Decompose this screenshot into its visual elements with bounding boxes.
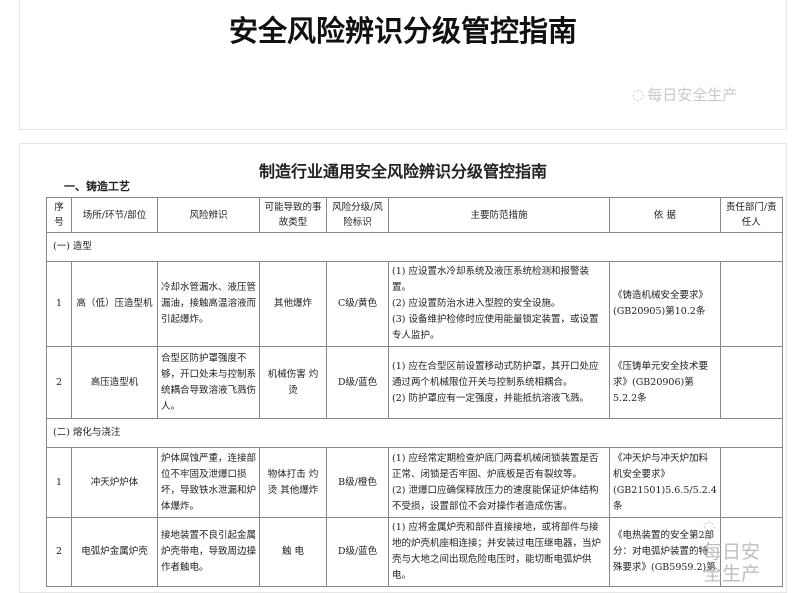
- watermark-text: 每日安全生产: [703, 541, 761, 585]
- group-row: (一) 造型: [46, 232, 783, 262]
- measure-item: (3) 设备维护检修时应使用能量锁定装置，或设置专人监护。: [392, 314, 599, 341]
- risk-table: 序号 场所/环节/部位 风险辨识 可能导致的事故类型 风险分级/风险标识 主要防范措施依 …: [46, 197, 783, 587]
- risk-cell: 合型区防护罩强度不够，开口处未与控制系统耦合导致溶液飞溅伤人。: [157, 346, 260, 419]
- place-cell: 电弧炉金属炉壳: [71, 517, 158, 587]
- measure-item: (1) 应设置水冷却系统及液压系统检测和报警装置。: [392, 266, 589, 293]
- measure-item: (2) 防护罩应有一定强度，并能抵抗溶液飞溅。: [392, 392, 589, 404]
- table-row: 2 高压造型机 合型区防护罩强度不够，开口处未与控制系统耦合导致溶液飞溅伤人。 机械伤…: [46, 346, 783, 419]
- measure-item: (1) 应在合型区前设置移动式防护罩，其开口处应通过两个机械限位开关与控制系统相…: [392, 360, 599, 388]
- measures-cell: (1) 应设置水冷却系统及液压系统检测和报警装置。 (2) 应设置防治水进入型腔的…: [388, 261, 610, 347]
- place-cell: 冲天炉炉体: [71, 447, 158, 518]
- header-image-card: 安全风险辨识分级管控指南 ◌ 每日安全生产: [19, 0, 787, 130]
- risk-cell: 接地装置不良引起金属炉壳带电，导致周边操作者触电。: [157, 517, 260, 587]
- table-row: 1 高（低）压造型机 冷却水管漏水、液压管漏油，接触高温溶液而引起爆炸。 其他爆炸 C级…: [46, 261, 783, 347]
- column-header: 风险辨识: [157, 197, 260, 233]
- section-heading: 一、铸造工艺: [64, 180, 130, 193]
- measures-cell: (1) 应将金属炉壳和部件直接接地，或将部件与接地的炉壳机座相连接；并安装过电压…: [388, 517, 610, 587]
- risk-level-cell: B级/橙色: [326, 447, 389, 518]
- measure-item: (2) 泄爆口应确保释放压力的速度能保证炉体结构不受损，设置部位不会对操作者造成…: [392, 484, 599, 512]
- risk-level-cell: C级/黄色: [326, 261, 389, 347]
- watermark-overlay: ◌ 每日安全生产: [703, 516, 763, 585]
- risk-level-cell: D级/蓝色: [326, 346, 389, 419]
- column-header: 责任部门/责任人: [719, 197, 783, 233]
- table-row: 1 冲天炉炉体 炉体腐蚀严重，连接部位不牢固及泄爆口损坏，导致铁水泄漏和炉体爆炸。物…: [46, 447, 783, 518]
- group-label: (一) 造型: [46, 232, 783, 262]
- risk-cell: 冷却水管漏水、液压管漏油，接触高温溶液而引起爆炸。: [157, 261, 260, 347]
- measure-item: (1) 应将金属炉壳和部件直接接地，或将部件与接地的炉壳机座相连接；并安装过电压…: [392, 522, 602, 581]
- owner-cell: [719, 447, 783, 518]
- wechat-icon: ◌: [632, 86, 645, 103]
- group-label: (二) 熔化与浇注: [46, 418, 783, 448]
- measure-item: (1) 应经常定期检查炉底门两套机械闭锁装置是否正常、闭锁是否牢固、炉底板是否有…: [392, 452, 599, 480]
- column-header: 可能导致的事故类型: [259, 197, 327, 233]
- group-row: (二) 熔化与浇注: [46, 418, 783, 448]
- document-image-card: 制造行业通用安全风险辨识分级管控指南 一、铸造工艺 序号 场所/环节/部位 风险辨识…: [19, 143, 787, 593]
- basis-cell: 《电热装置的安全第2部分：对电弧炉装置的特殊要求》(GB5959.2)第: [609, 517, 721, 587]
- basis-cell: 《铸造机械安全要求》(GB20905)第10.2条: [609, 261, 721, 347]
- accident-type-cell: 物体打击 灼 烫 其他爆炸: [259, 447, 327, 518]
- risk-cell: 炉体腐蚀严重，连接部位不牢固及泄爆口损坏，导致铁水泄漏和炉体爆炸。: [157, 447, 260, 518]
- row-number: 1: [46, 447, 72, 518]
- risk-level-cell: D级/蓝色: [326, 517, 389, 587]
- basis-cell: 《压铸单元安全技术要求》(GB20906)第5.2.2条: [609, 346, 721, 419]
- column-header: 场所/环节/部位: [71, 197, 158, 233]
- document-title: 制造行业通用安全风险辨识分级管控指南: [258, 162, 547, 181]
- row-number: 2: [46, 346, 72, 419]
- column-header: 序号: [46, 197, 72, 233]
- column-header: 风险分级/风险标识: [326, 197, 389, 233]
- page-title: 安全风险辨识分级管控指南: [228, 14, 577, 48]
- place-cell: 高（低）压造型机: [71, 261, 158, 347]
- accident-type-cell: 其他爆炸: [259, 261, 327, 347]
- owner-cell: [719, 346, 783, 419]
- table-row: 2 电弧炉金属炉壳 接地装置不良引起金属炉壳带电，导致周边操作者触电。触 电 D级/蓝…: [46, 517, 783, 587]
- basis-cell: 《冲天炉与冲天炉加料机安全要求》(GB21501)5.6.5/5.2.4条: [609, 447, 721, 518]
- row-number: 2: [46, 517, 72, 587]
- place-cell: 高压造型机: [71, 346, 158, 419]
- measures-cell: (1) 应在合型区前设置移动式防护罩，其开口处应通过两个机械限位开关与控制系统相…: [388, 346, 610, 419]
- accident-type-cell: 触 电: [259, 517, 327, 587]
- column-header: 依 据: [609, 197, 721, 233]
- owner-cell: [719, 517, 783, 587]
- watermark-text: 每日安全生产: [647, 86, 738, 104]
- wechat-icon: ◌: [703, 519, 716, 535]
- measure-item: (2) 应设置防治水进入型腔的安全设施。: [392, 298, 561, 309]
- measures-cell: (1) 应经常定期检查炉底门两套机械闭锁装置是否正常、闭锁是否牢固、炉底板是否有…: [388, 447, 610, 518]
- accident-type-cell: 机械伤害 灼 烫: [259, 346, 327, 419]
- owner-cell: [719, 261, 783, 347]
- table-header-row: 序号 场所/环节/部位 风险辨识 可能导致的事故类型 风险分级/风险标识 主要防范措施依 …: [46, 197, 783, 233]
- watermark: ◌ 每日安全生产: [632, 84, 737, 105]
- row-number: 1: [46, 261, 72, 347]
- column-header: 主要防范措施: [388, 197, 610, 233]
